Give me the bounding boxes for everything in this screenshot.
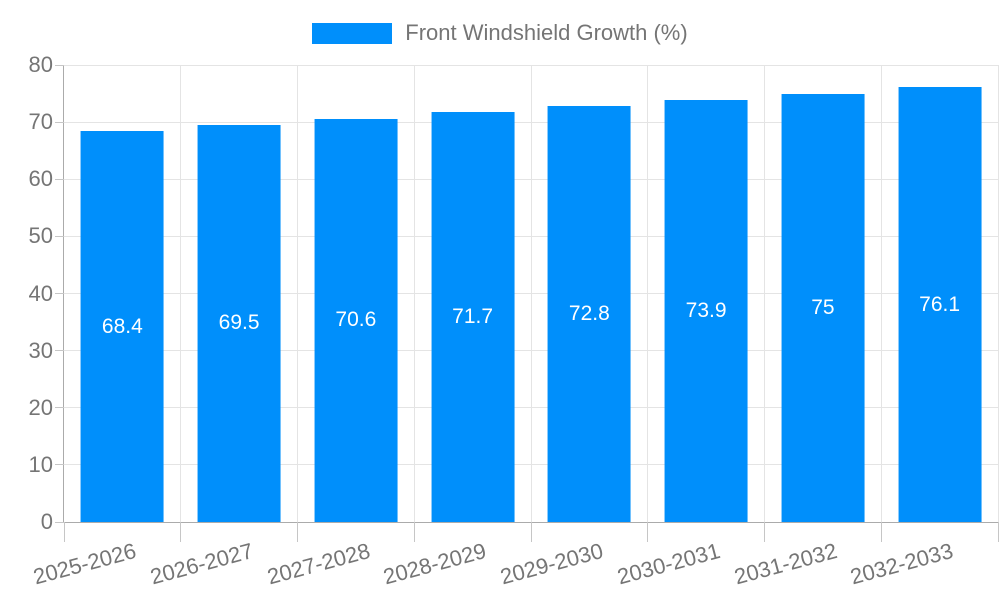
legend[interactable]: Front Windshield Growth (%)	[0, 20, 1000, 46]
y-axis-tick-label: 80	[28, 52, 53, 77]
bar[interactable]: 76.1	[898, 87, 982, 522]
category-band: 70.6	[298, 65, 415, 522]
x-axis-tick	[180, 522, 182, 542]
y-axis-tick-label: 70	[28, 109, 53, 135]
bar[interactable]: 73.9	[664, 99, 748, 522]
bar-value-label: 69.5	[218, 311, 260, 335]
y-axis-tick	[55, 407, 64, 409]
y-axis-tick	[55, 64, 64, 66]
x-gridline	[413, 65, 415, 522]
x-axis-tick	[764, 522, 765, 542]
bar-value-label: 72.8	[568, 302, 610, 326]
y-axis-tick	[55, 350, 64, 352]
x-axis-tick-label: 2031-2032	[731, 538, 840, 590]
y-axis-tick	[55, 121, 64, 123]
x-gridline	[647, 65, 649, 522]
bars-layer: 68.4 69.5 70.6 71.7 72.8 73.9 75 76.1	[64, 65, 998, 522]
x-gridline	[180, 65, 182, 522]
bar-value-label: 71.7	[452, 305, 494, 329]
legend-swatch[interactable]	[312, 22, 393, 44]
x-axis-tick-label: 2032-2033	[847, 538, 957, 590]
y-axis-tick-label: 50	[28, 223, 53, 249]
y-axis-tick	[55, 178, 64, 180]
x-gridline	[997, 65, 999, 522]
y-axis-tick-label: 30	[28, 337, 53, 363]
category-band: 72.8	[531, 65, 648, 522]
bar-value-label: 73.9	[685, 298, 727, 322]
x-axis-tick-label: 2026-2027	[147, 538, 256, 590]
bar-value-label: 70.6	[335, 308, 377, 332]
legend-label: Front Windshield Growth (%)	[405, 20, 688, 45]
bar[interactable]: 75	[781, 93, 865, 522]
x-axis-tick	[647, 522, 649, 542]
x-axis-tick	[64, 522, 65, 542]
x-axis-tick	[997, 522, 999, 542]
category-band: 76.1	[881, 65, 998, 522]
x-axis-tick-label: 2025-2026	[30, 538, 139, 590]
x-gridline	[530, 65, 532, 522]
x-gridline	[764, 65, 765, 522]
x-axis-tick-label: 2030-2031	[614, 538, 723, 590]
y-axis-tick-label: 60	[28, 166, 53, 192]
y-axis-tick	[55, 521, 64, 523]
x-axis-tick-label: 2028-2029	[380, 538, 490, 590]
y-axis-tick	[55, 235, 64, 237]
x-axis-tick	[880, 522, 882, 542]
plot-area: 0 10 20 30 40 50 60 70 80 68.4 69.5 70.6 71.7 72.8 73.…	[29, 52, 999, 589]
x-gridline	[880, 65, 882, 522]
bar-value-label: 75	[811, 295, 835, 319]
bar-value-label: 68.4	[101, 314, 143, 338]
bar[interactable]: 69.5	[197, 124, 281, 522]
x-axis-tick	[530, 522, 532, 542]
y-axis-tick	[55, 464, 64, 466]
bar[interactable]: 71.7	[431, 112, 515, 522]
y-axis-tick-label: 20	[28, 394, 53, 420]
y-axis-tick-label: 0	[40, 509, 53, 534]
x-gridline	[297, 65, 298, 522]
x-axis-tick	[413, 522, 415, 542]
y-axis-tick	[55, 293, 64, 294]
category-band: 75	[765, 65, 882, 522]
category-band: 68.4	[64, 65, 181, 522]
bar[interactable]: 68.4	[80, 131, 164, 522]
x-axis-tick-label: 2027-2028	[264, 538, 373, 590]
category-band: 69.5	[181, 65, 298, 522]
x-axis-tick-label: 2029-2030	[497, 538, 606, 590]
category-band: 73.9	[648, 65, 765, 522]
bar[interactable]: 70.6	[314, 118, 398, 522]
x-axis-tick	[297, 522, 298, 542]
category-band: 71.7	[414, 65, 531, 522]
y-axis-tick-label: 40	[28, 280, 53, 306]
bar[interactable]: 72.8	[547, 106, 631, 522]
bar-value-label: 76.1	[919, 292, 961, 316]
y-axis-tick-label: 10	[28, 451, 53, 477]
